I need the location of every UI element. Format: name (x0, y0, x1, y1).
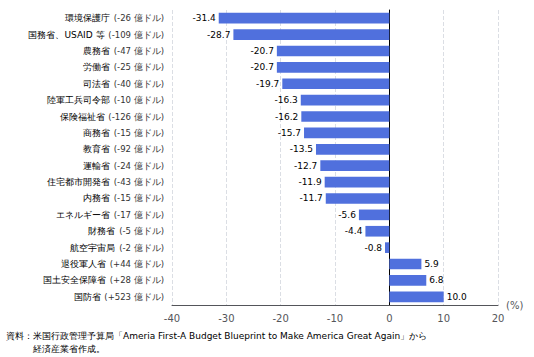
svg-text:-15.7: -15.7 (278, 128, 301, 138)
svg-text:退役軍人省: 退役軍人省 (61, 259, 106, 269)
svg-text:6.8: 6.8 (429, 275, 444, 285)
svg-text:(-25 億ドル): (-25 億ドル) (114, 62, 164, 72)
svg-text:10.0: 10.0 (447, 292, 467, 302)
svg-text:(+28 億ドル): (+28 億ドル) (110, 275, 164, 285)
svg-text:(-15 億ドル): (-15 億ドル) (114, 128, 164, 138)
svg-text:(-43 億ドル): (-43 億ドル) (114, 177, 164, 187)
svg-text:(-2 億ドル): (-2 億ドル) (119, 243, 164, 253)
svg-text:(-92 億ドル): (-92 億ドル) (114, 144, 164, 154)
svg-text:-16.3: -16.3 (274, 95, 297, 105)
svg-text:国務省、USAID 等: 国務省、USAID 等 (28, 30, 104, 40)
svg-text:財務省: 財務省 (88, 226, 115, 236)
svg-text:-20: -20 (272, 313, 288, 324)
svg-text:運輸省: 運輸省 (83, 161, 110, 171)
svg-text:-31.4: -31.4 (192, 13, 216, 23)
svg-text:20: 20 (492, 313, 505, 324)
svg-text:商務省: 商務省 (83, 128, 110, 138)
svg-text:(-109 億ドル): (-109 億ドル) (108, 30, 164, 40)
svg-text:(%): (%) (506, 300, 523, 311)
svg-text:-40: -40 (164, 313, 180, 324)
svg-text:-28.7: -28.7 (207, 30, 230, 40)
svg-text:-19.7: -19.7 (256, 79, 279, 89)
svg-text:(-17 億ドル): (-17 億ドル) (114, 210, 164, 220)
svg-text:(+44 億ドル): (+44 億ドル) (110, 259, 164, 269)
svg-text:(-26 億ドル): (-26 億ドル) (114, 13, 164, 23)
svg-text:-0.8: -0.8 (364, 243, 382, 253)
svg-text:航空宇宙局: 航空宇宙局 (70, 243, 115, 253)
svg-text:陸軍工兵司令部: 陸軍工兵司令部 (47, 95, 110, 105)
svg-text:-13.5: -13.5 (290, 144, 313, 154)
svg-text:0: 0 (386, 313, 392, 324)
svg-text:内務省: 内務省 (83, 193, 110, 203)
svg-text:住宅都市開発省: 住宅都市開発省 (47, 177, 110, 187)
svg-text:-16.2: -16.2 (275, 112, 298, 122)
svg-text:5.9: 5.9 (424, 259, 439, 269)
svg-text:国防省: 国防省 (74, 292, 101, 302)
svg-text:-4.4: -4.4 (345, 226, 363, 236)
svg-text:(-24 億ドル): (-24 億ドル) (114, 161, 164, 171)
svg-text:10: 10 (437, 313, 450, 324)
svg-text:教育省: 教育省 (83, 144, 110, 154)
svg-text:(-10 億ドル): (-10 億ドル) (114, 95, 164, 105)
svg-text:司法省: 司法省 (83, 79, 110, 89)
svg-text:-20.7: -20.7 (251, 46, 274, 56)
svg-text:-12.7: -12.7 (294, 161, 317, 171)
svg-text:農務省: 農務省 (83, 46, 110, 56)
svg-text:(+523 億ドル): (+523 億ドル) (104, 292, 164, 302)
svg-text:エネルギー省: エネルギー省 (56, 210, 110, 220)
svg-text:-11.7: -11.7 (299, 193, 322, 203)
svg-text:-10: -10 (327, 313, 343, 324)
svg-text:保険福祉省: 保険福祉省 (60, 112, 105, 122)
svg-text:環境保護庁: 環境保護庁 (65, 13, 110, 23)
svg-text:(-40 億ドル): (-40 億ドル) (114, 79, 164, 89)
svg-text:-30: -30 (218, 313, 234, 324)
svg-text:-11.9: -11.9 (298, 177, 322, 187)
svg-text:-5.6: -5.6 (338, 210, 356, 220)
svg-text:(-126 億ドル): (-126 億ドル) (108, 112, 164, 122)
svg-text:資料：米国行政管理予算局「Ameria First-A Bu: 資料：米国行政管理予算局「Ameria First-A Budget Bluep… (6, 331, 427, 341)
svg-text:(-5 億ドル): (-5 億ドル) (119, 226, 164, 236)
svg-text:(-47 億ドル): (-47 億ドル) (114, 46, 164, 56)
svg-text:経済産業省作成。: 経済産業省作成。 (6, 344, 105, 354)
svg-text:労働省: 労働省 (83, 62, 110, 72)
svg-text:(-15 億ドル): (-15 億ドル) (114, 193, 164, 203)
svg-text:国土安全保障省: 国土安全保障省 (43, 275, 106, 285)
svg-text:-20.7: -20.7 (251, 62, 274, 72)
